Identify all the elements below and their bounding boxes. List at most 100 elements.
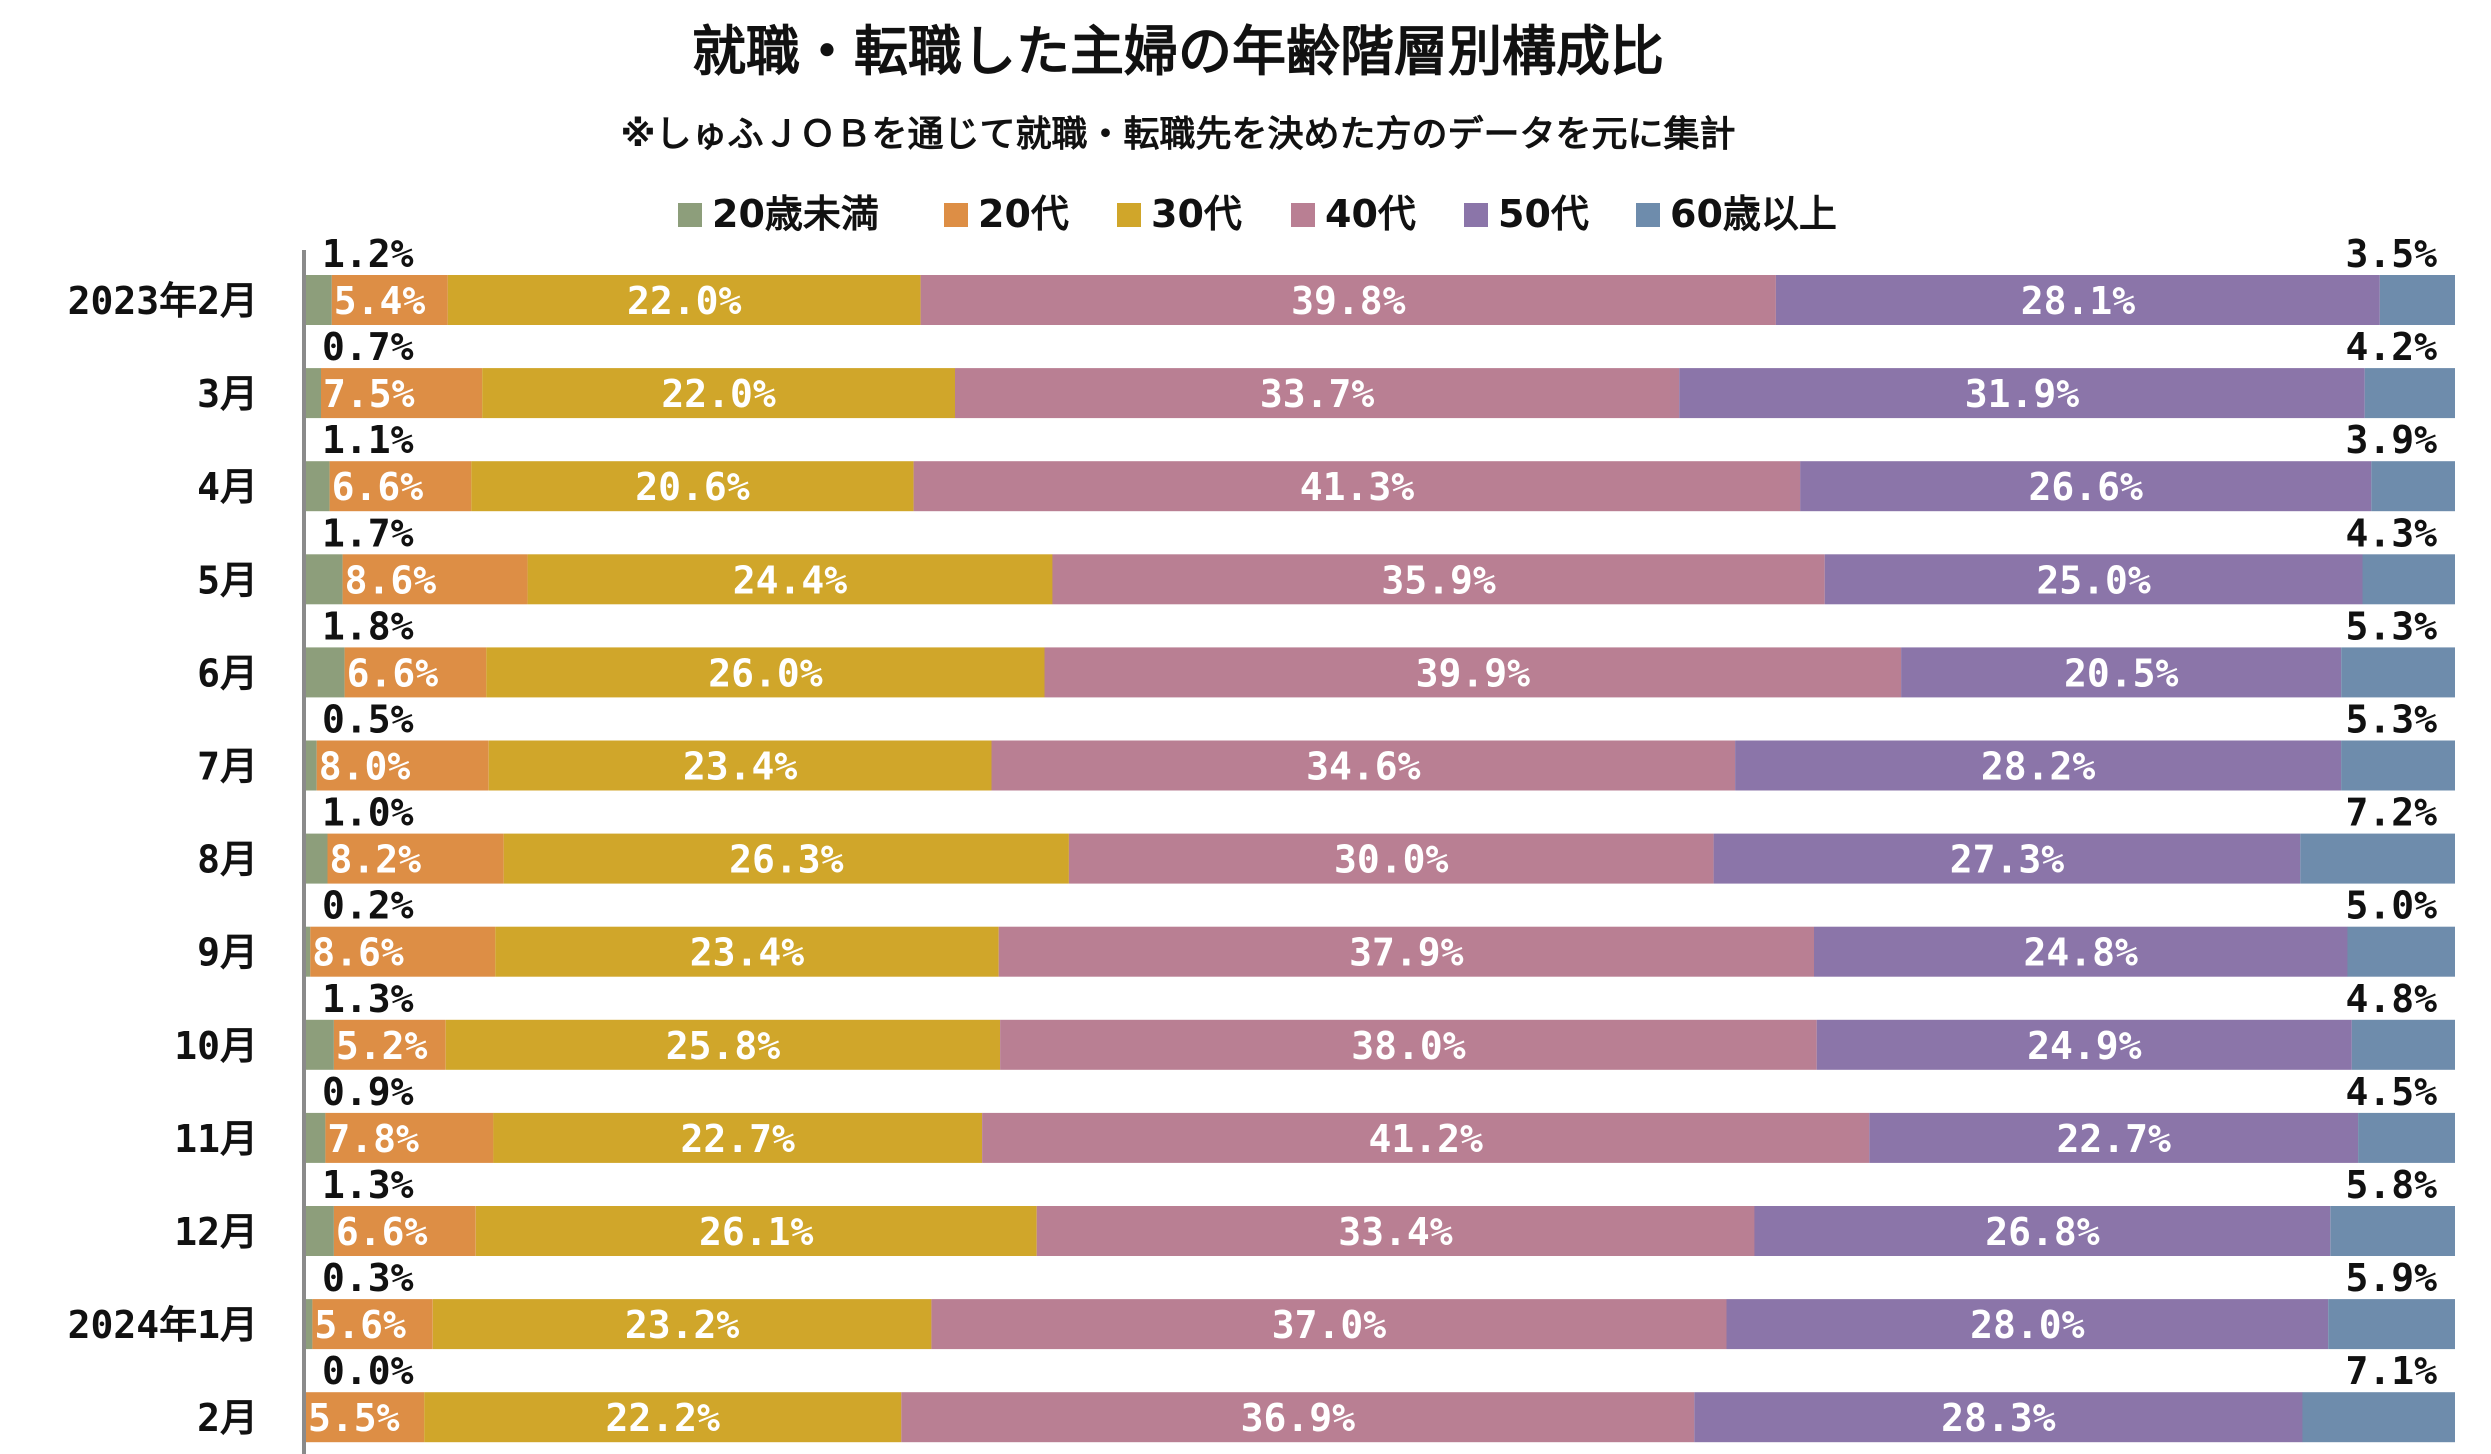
category-label-12: 2月 [197, 1396, 258, 1440]
data-label-r6-s2: 26.3% [729, 838, 844, 882]
bar-segment-r0-s2 [447, 275, 921, 325]
category-label-4: 6月 [197, 651, 258, 695]
bar-segment-r10-s4 [1754, 1206, 2331, 1256]
bar-segment-r4-s2 [486, 647, 1045, 698]
data-label-r10-s1: 6.6% [336, 1210, 428, 1254]
bar-segment-r1-s2 [482, 368, 955, 419]
data-label-r12-s2: 22.2% [606, 1396, 721, 1440]
data-label-r7-s0: 0.2% [322, 884, 414, 928]
data-label-r10-s5: 5.8% [2345, 1163, 2437, 1207]
category-label-6: 8月 [197, 838, 258, 882]
data-label-r0-s2: 22.0% [627, 279, 742, 323]
data-label-r9-s3: 41.2% [1369, 1117, 1484, 1161]
data-label-r11-s0: 0.3% [322, 1256, 414, 1300]
data-label-r12-s4: 28.3% [1941, 1396, 2056, 1440]
bar-segment-r9-s3 [982, 1112, 1870, 1163]
bar-segment-r5-s3 [991, 740, 1736, 791]
data-label-r3-s2: 24.4% [733, 558, 848, 602]
bar-segment-r3-s4 [1824, 554, 2363, 605]
category-label-7: 9月 [197, 931, 258, 975]
bar-segment-r12-s5 [2302, 1392, 2455, 1443]
bar-segment-r4-s1 [344, 647, 487, 698]
data-label-r12-s1: 5.5% [308, 1396, 400, 1440]
legend-swatch-3 [1291, 203, 1315, 227]
bar-segment-r10-s3 [1036, 1206, 1755, 1256]
bar-segment-r0-s3 [920, 275, 1776, 325]
bar-segment-r8-s4 [1816, 1019, 2352, 1070]
data-label-r12-s0: 0.0% [322, 1349, 414, 1393]
category-label-8: 10月 [174, 1024, 258, 1068]
bar-segment-r7-s2 [495, 926, 999, 977]
bar-segment-r1-s0 [306, 368, 321, 419]
data-label-r4-s3: 39.9% [1416, 651, 1531, 695]
bar-segment-r3-s0 [306, 554, 343, 605]
data-label-r8-s3: 38.0% [1351, 1024, 1466, 1068]
data-label-r7-s5: 5.0% [2345, 884, 2437, 928]
data-label-r9-s2: 22.7% [681, 1117, 796, 1161]
category-label-0: 2023年2月 [68, 279, 258, 323]
bar-segment-r0-s4 [1775, 275, 2380, 325]
data-label-r9-s5: 4.5% [2345, 1070, 2437, 1114]
bar-segment-r4-s3 [1044, 647, 1902, 698]
bar-segment-r5-s0 [306, 740, 317, 791]
bar-segment-r2-s2 [471, 461, 914, 512]
bar-segment-r3-s3 [1052, 554, 1825, 605]
data-label-r11-s1: 5.6% [314, 1303, 406, 1347]
bar-segment-r9-s0 [306, 1112, 326, 1163]
data-label-r7-s2: 23.4% [690, 931, 805, 975]
data-label-r3-s3: 35.9% [1381, 558, 1496, 602]
category-label-10: 12月 [174, 1210, 258, 1254]
bar-segment-r11-s0 [306, 1299, 313, 1350]
legend-swatch-1 [944, 203, 968, 227]
data-label-r5-s0: 0.5% [322, 698, 414, 742]
data-label-r8-s2: 25.8% [666, 1024, 781, 1068]
data-label-r1-s0: 0.7% [322, 325, 414, 369]
bar-segment-r9-s4 [1869, 1112, 2359, 1163]
legend-label-4: 50代 [1498, 192, 1589, 236]
bar-segment-r7-s0 [306, 926, 311, 977]
data-label-r1-s3: 33.7% [1260, 372, 1375, 416]
bar-segment-r4-s5 [2341, 647, 2455, 698]
bar-segment-r8-s0 [306, 1019, 334, 1070]
bar-segment-r1-s4 [1679, 368, 2365, 419]
bar-segment-r1-s3 [955, 368, 1680, 419]
data-label-r9-s1: 7.8% [327, 1117, 419, 1161]
data-label-r3-s1: 8.6% [345, 558, 437, 602]
data-label-r0-s4: 28.1% [2021, 279, 2136, 323]
bars-group [306, 275, 2455, 1443]
data-label-r9-s0: 0.9% [322, 1070, 414, 1114]
legend-swatch-0 [678, 203, 702, 227]
data-label-r1-s4: 31.9% [1965, 372, 2080, 416]
data-label-r10-s0: 1.3% [322, 1163, 414, 1207]
bar-segment-r6-s3 [1068, 833, 1714, 884]
bar-segment-r6-s2 [503, 833, 1069, 884]
legend-label-5: 60歳以上 [1670, 192, 1837, 236]
bar-segment-r9-s1 [325, 1112, 494, 1163]
data-labels-group: 1.2%5.4% 22.0% 39.8% 28.1% 3.5% 0.7%7.5% 22.0%… [308, 232, 2437, 1440]
bar-segment-r11-s4 [1726, 1299, 2329, 1350]
bar-segment-r6-s4 [1713, 833, 2301, 884]
bar-segment-r5-s5 [2341, 740, 2455, 791]
data-label-r0-s1: 5.4% [334, 279, 426, 323]
data-label-r4-s5: 5.3% [2345, 604, 2437, 648]
data-label-r7-s3: 37.9% [1349, 931, 1464, 975]
data-label-r5-s1: 8.0% [319, 745, 411, 789]
data-label-r4-s2: 26.0% [708, 651, 823, 695]
category-label-11: 2024年1月 [68, 1303, 258, 1347]
bar-segment-r2-s3 [913, 461, 1801, 512]
data-label-r11-s5: 5.9% [2345, 1256, 2437, 1300]
data-label-r1-s5: 4.2% [2345, 325, 2437, 369]
legend-label-2: 30代 [1151, 192, 1242, 236]
bar-segment-r1-s1 [321, 368, 483, 419]
data-label-r10-s2: 26.1% [699, 1210, 814, 1254]
bar-segment-r12-s3 [901, 1392, 1695, 1443]
data-label-r2-s3: 41.3% [1300, 465, 1415, 509]
bar-segment-r11-s5 [2328, 1299, 2455, 1350]
bar-segment-r7-s5 [2347, 926, 2455, 977]
bar-segment-r2-s0 [306, 461, 330, 512]
bar-segment-r4-s4 [1901, 647, 2342, 698]
bar-segment-r3-s5 [2362, 554, 2455, 605]
legend-swatch-5 [1636, 203, 1660, 227]
bar-segment-r3-s1 [342, 554, 528, 605]
legend-label-0: 20歳未満 [712, 192, 879, 236]
